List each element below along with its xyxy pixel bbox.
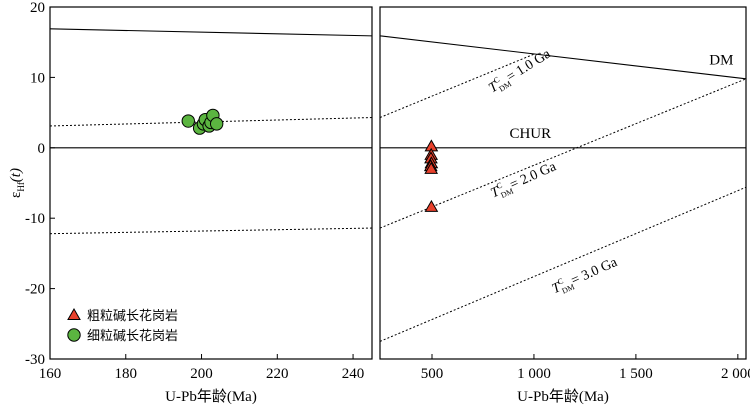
- x-tick-label: 2 000: [721, 366, 750, 382]
- y-tick-label: 20: [30, 0, 45, 16]
- left-data-points: [181, 108, 224, 135]
- annotation-dm: DM: [709, 53, 733, 69]
- left-panel: 160 180 200 220 240 U-Pb年龄(Ma): [39, 6, 373, 405]
- reference-line-dm: [379, 35, 747, 80]
- reference-line-dm: [49, 28, 373, 37]
- left-x-ticks: 160 180 200 220 240: [39, 354, 365, 382]
- y-tick-label: 10: [30, 70, 45, 86]
- circle-point: [67, 328, 81, 342]
- triangle-point: [67, 307, 81, 320]
- x-tick-label: 500: [421, 366, 444, 382]
- reference-line-t2: [379, 78, 747, 229]
- triangle-point: [424, 199, 439, 212]
- x-tick-label: 1 000: [517, 366, 551, 382]
- x-tick-label: 200: [190, 366, 213, 382]
- y-tick-label: 0: [38, 141, 46, 157]
- circle-point: [209, 117, 224, 131]
- tdm-label: TCDM= 2.0 Ga: [488, 157, 560, 203]
- left-plot-frame: [49, 6, 373, 360]
- y-axis-label: εHf(t): [8, 168, 26, 198]
- x-tick-label: 180: [115, 366, 138, 382]
- y-tick-label: -20: [25, 282, 45, 298]
- right-x-ticks: 500 1 000 1 500 2 000: [421, 354, 750, 382]
- x-tick-label: 220: [266, 366, 289, 382]
- x-tick-label: 160: [39, 366, 62, 382]
- y-tick-label: -30: [25, 352, 45, 368]
- legend-label: 粗粒碱长花岗岩: [87, 308, 178, 323]
- reference-line-t2: [49, 227, 373, 235]
- x-tick-label: 240: [342, 366, 365, 382]
- y-tick-label: -10: [25, 211, 45, 227]
- left-x-axis-label: U-Pb年龄(Ma): [165, 388, 257, 405]
- tdm-label: TCDM= 3.0 Ga: [549, 253, 621, 299]
- x-tick-label: 1 500: [619, 366, 653, 382]
- y-axis: 20 10 0 -10 -20 -30 εHf(t): [8, 0, 55, 368]
- triangle-point: [424, 161, 439, 174]
- legend-label: 细粒碱长花岗岩: [87, 328, 178, 343]
- circle-point: [181, 114, 195, 128]
- right-plot-frame: [379, 6, 747, 360]
- annotation-chur: CHUR: [509, 126, 551, 142]
- right-x-axis-label: U-Pb年龄(Ma): [517, 388, 609, 405]
- right-reference-lines: [379, 35, 747, 342]
- right-data-points: [423, 139, 439, 212]
